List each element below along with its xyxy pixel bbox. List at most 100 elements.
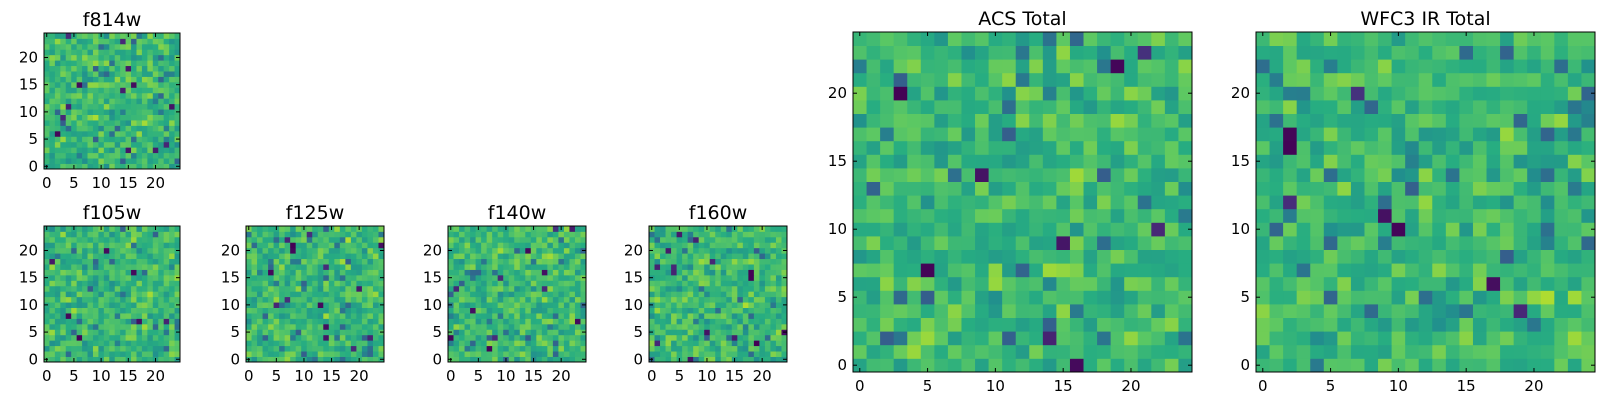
heatmap-cell — [82, 141, 88, 148]
heatmap-cell — [947, 249, 962, 264]
heatmap-cell — [1029, 154, 1044, 169]
heatmap-cell — [98, 49, 105, 56]
heatmap-cell — [961, 276, 976, 291]
heatmap-cell — [676, 242, 683, 249]
heatmap-cell — [262, 313, 269, 319]
heatmap-cell — [464, 285, 471, 292]
heatmap-cell — [569, 285, 576, 292]
heatmap-cell — [1310, 140, 1325, 155]
heatmap-cell — [753, 296, 760, 303]
heatmap-cell — [273, 280, 280, 287]
heatmap-cell — [1069, 181, 1084, 196]
heatmap-cell — [290, 291, 297, 298]
y-tick-label: 5 — [432, 323, 442, 341]
heatmap-cell — [98, 231, 105, 238]
heatmap-cell — [448, 307, 454, 314]
heatmap-cell — [1029, 208, 1044, 223]
heatmap-cell — [486, 285, 493, 292]
heatmap-cell — [1323, 208, 1338, 223]
heatmap-cell — [334, 274, 341, 281]
heatmap-cell — [54, 60, 61, 67]
heatmap-cell — [448, 253, 454, 260]
heatmap-cell — [49, 71, 56, 77]
heatmap-cell — [1581, 168, 1596, 182]
heatmap-cell — [136, 163, 143, 170]
heatmap-cell — [1069, 140, 1084, 155]
heatmap-cell — [65, 125, 72, 132]
heatmap-cell — [893, 222, 908, 237]
heatmap-cell — [65, 114, 72, 121]
heatmap-cell — [273, 318, 280, 325]
heatmap-cell — [125, 130, 132, 137]
heatmap-cell — [1500, 236, 1515, 250]
heatmap-cell — [92, 231, 99, 238]
heatmap-cell — [268, 356, 274, 363]
heatmap-cell — [290, 264, 297, 270]
heatmap-cell — [163, 247, 170, 254]
heatmap-cell — [49, 114, 56, 121]
heatmap-cell — [44, 318, 50, 325]
heatmap-cell — [459, 226, 465, 232]
heatmap-cell — [947, 263, 962, 278]
heatmap-cell — [1151, 100, 1166, 114]
heatmap-cell — [1432, 195, 1447, 210]
heatmap-cell — [1002, 249, 1017, 264]
heatmap-cell — [547, 269, 554, 276]
heatmap-cell — [136, 329, 143, 336]
heatmap-cell — [742, 351, 749, 357]
heatmap-cell — [372, 253, 379, 260]
heatmap-cell — [1069, 86, 1084, 101]
y-tick-label: 15 — [423, 269, 442, 287]
heatmap-cell — [323, 334, 330, 341]
heatmap-cell — [141, 302, 148, 308]
heatmap-cell — [169, 258, 175, 265]
heatmap-cell — [880, 304, 895, 318]
heatmap-cell — [464, 247, 471, 254]
heatmap-cell — [1083, 331, 1098, 346]
heatmap-cell — [1445, 168, 1460, 182]
heatmap-cell — [1042, 72, 1057, 87]
heatmap-cell — [60, 60, 67, 67]
heatmap-cell — [704, 318, 711, 325]
heatmap-cell — [54, 329, 61, 336]
heatmap-cell — [131, 296, 137, 303]
heatmap-cell — [687, 280, 694, 287]
heatmap-cell — [742, 307, 749, 314]
heatmap-cell — [1405, 304, 1420, 318]
heatmap-cell — [301, 236, 308, 243]
heatmap-cell — [136, 109, 143, 115]
heatmap-cell — [1283, 140, 1298, 155]
y-tick-label: 15 — [1231, 152, 1250, 170]
heatmap-cell — [131, 247, 137, 254]
heatmap-cell — [163, 92, 170, 99]
heatmap-cell — [665, 318, 672, 325]
heatmap-cell — [737, 351, 744, 357]
heatmap-cell — [660, 307, 666, 314]
heatmap-cell — [1029, 290, 1044, 305]
heatmap-cell — [525, 274, 532, 281]
heatmap-cell — [1581, 208, 1596, 223]
heatmap-cell — [136, 323, 143, 330]
heatmap-cell — [731, 334, 738, 341]
heatmap-cell — [508, 242, 515, 249]
heatmap-cell — [1056, 32, 1071, 46]
heatmap-cell — [1056, 72, 1071, 87]
heatmap-cell — [709, 313, 716, 319]
heatmap-cell — [682, 236, 689, 243]
heatmap-cell — [76, 147, 83, 154]
heatmap-cell — [125, 49, 132, 56]
heatmap-cell — [169, 76, 175, 83]
heatmap-cell — [71, 231, 78, 238]
heatmap-cell — [169, 92, 175, 99]
heatmap-cell — [317, 280, 324, 287]
heatmap-cell — [497, 274, 504, 281]
heatmap-cell — [98, 98, 105, 105]
heatmap-cell — [676, 351, 683, 357]
heatmap-cell — [284, 274, 291, 281]
x-tick-label: 15 — [1457, 377, 1476, 395]
heatmap-cell — [988, 86, 1003, 101]
heatmap-cell — [350, 280, 357, 287]
heatmap-cell — [1151, 140, 1166, 155]
heatmap-cell — [1337, 304, 1352, 318]
heatmap-cell — [147, 109, 154, 115]
